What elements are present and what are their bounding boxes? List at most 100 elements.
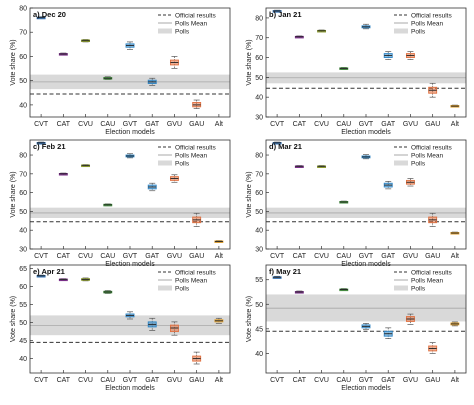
y-tick-label: 40	[19, 102, 27, 109]
y-tick-label: 60	[19, 190, 27, 197]
box-cau	[339, 288, 349, 292]
y-axis-label: Vote share (%)	[10, 171, 17, 217]
panel-4: 30 40 50 60 70 80 CVT CAT CVU CAU GVT GAT GVU GAU Alt E…	[246, 139, 467, 268]
x-tick-label: GVT	[123, 121, 138, 128]
box-gvt	[125, 41, 135, 51]
x-tick-label: GVT	[123, 377, 138, 384]
box-cvu	[317, 29, 327, 33]
y-tick-label: 70	[19, 30, 27, 37]
box-gvu	[169, 174, 179, 183]
box-gvt	[361, 323, 371, 330]
y-tick-label: 50	[19, 78, 27, 85]
x-tick-label: GAU	[425, 121, 440, 128]
legend-mean-label: Polls Mean	[175, 21, 208, 28]
y-tick-label: 80	[19, 6, 27, 13]
legend-polls-swatch	[158, 28, 172, 34]
box-cvt	[272, 141, 282, 145]
box-cvu	[81, 164, 91, 168]
panel-6: 40 45 50 55 CVT CAT CVU CAU GVT GAT GVU GAU Alt Elect…	[246, 264, 467, 392]
y-tick-label: 45	[19, 338, 27, 345]
legend-polls-swatch	[394, 160, 408, 166]
x-tick-label: GVT	[359, 253, 374, 260]
y-tick-label: 60	[255, 55, 263, 62]
legend-mean-label: Polls Mean	[411, 21, 444, 28]
x-axis-label: Election models	[341, 261, 391, 268]
plot-area	[30, 16, 230, 109]
x-tick-label: CVT	[270, 253, 285, 260]
x-tick-label: GAU	[189, 121, 204, 128]
x-tick-label: CVU	[314, 253, 329, 260]
y-tick-label: 80	[255, 153, 263, 160]
y-tick-label: 50	[255, 209, 263, 216]
x-tick-label: GAT	[381, 121, 396, 128]
x-axis-label: Election models	[105, 385, 155, 392]
legend-official-label: Official results	[175, 13, 216, 20]
box-gat	[383, 51, 393, 60]
y-tick-label: 60	[19, 54, 27, 61]
panel-label: e) Apr 21	[33, 267, 65, 276]
box-gvt	[125, 311, 135, 320]
x-tick-label: CAU	[100, 121, 115, 128]
legend-official-label: Official results	[411, 13, 452, 20]
x-tick-label: CAU	[336, 377, 351, 384]
box-gat	[147, 77, 157, 86]
x-tick-label: CVT	[270, 121, 285, 128]
x-tick-label: CAU	[336, 253, 351, 260]
y-tick-label: 30	[255, 247, 263, 254]
box-gau	[428, 342, 438, 354]
legend-polls-label: Polls	[411, 29, 426, 36]
panel-3: 30 40 50 60 70 80 CVT CAT CVU CAU GVT GAT GVU GAU Alt E…	[10, 139, 231, 268]
legend-polls-label: Polls	[175, 161, 190, 168]
box-cvt	[272, 275, 282, 279]
panel-5: 40 45 50 55 60 65 CVT CAT CVU CAU GVT GAT GVU GAU Alt E…	[10, 264, 231, 392]
box-alt	[450, 231, 460, 235]
y-axis-label: Vote share (%)	[10, 39, 17, 85]
x-tick-label: CAT	[293, 377, 307, 384]
y-tick-label: 50	[19, 320, 27, 327]
x-tick-label: GVU	[167, 377, 182, 384]
legend-polls-swatch	[158, 285, 172, 291]
box-gvu	[405, 51, 415, 60]
box-cat	[294, 165, 304, 168]
box-cvt	[272, 9, 282, 13]
x-tick-label: CVU	[78, 121, 93, 128]
legend-polls-label: Polls	[175, 29, 190, 36]
box-cvu	[317, 165, 327, 168]
x-tick-label: GVU	[167, 121, 182, 128]
box-gvu	[169, 56, 179, 69]
y-tick-label: 80	[19, 153, 27, 160]
x-tick-label: CVT	[34, 253, 49, 260]
panel-label: c) Feb 21	[33, 142, 66, 151]
box-cat	[58, 52, 68, 56]
x-tick-label: GVU	[403, 121, 418, 128]
x-tick-label: CVU	[78, 377, 93, 384]
x-tick-label: CVU	[314, 121, 329, 128]
x-tick-label: CVT	[270, 377, 285, 384]
legend-polls-swatch	[158, 160, 172, 166]
box-cat	[58, 278, 68, 282]
x-tick-label: CAT	[293, 121, 307, 128]
x-tick-label: CAU	[336, 121, 351, 128]
y-axis-label: Vote share (%)	[246, 39, 253, 85]
box-gvt	[125, 153, 135, 159]
y-tick-label: 60	[19, 284, 27, 291]
box-gvu	[405, 178, 415, 187]
box-cau	[339, 67, 349, 70]
x-tick-label: GAU	[425, 253, 440, 260]
legend-polls-label: Polls	[411, 161, 426, 168]
x-tick-label: Alt	[215, 377, 223, 384]
y-tick-label: 40	[255, 351, 263, 358]
x-axis-label: Election models	[341, 385, 391, 392]
x-tick-label: Alt	[451, 253, 459, 260]
box-cvt	[36, 274, 46, 278]
x-tick-label: GAT	[145, 377, 160, 384]
x-tick-label: GAU	[189, 253, 204, 260]
x-tick-label: CVU	[314, 377, 329, 384]
x-tick-label: CAU	[100, 377, 115, 384]
y-tick-label: 60	[255, 190, 263, 197]
box-gvt	[361, 23, 371, 30]
y-tick-label: 50	[19, 209, 27, 216]
y-tick-label: 40	[255, 228, 263, 235]
